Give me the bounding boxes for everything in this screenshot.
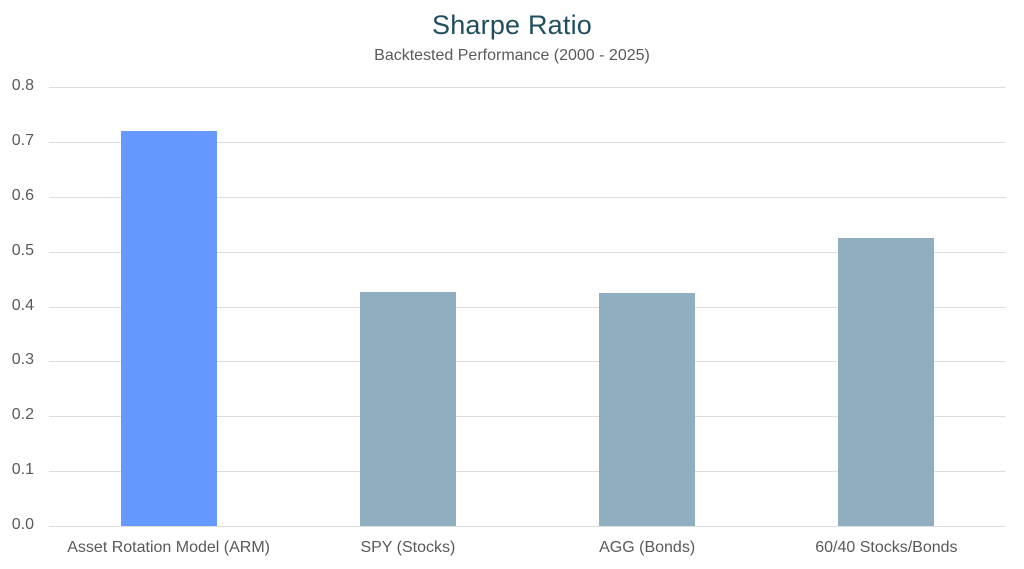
x-tick-label: SPY (Stocks) [360, 539, 456, 556]
y-tick-label: 0.7 [11, 131, 34, 149]
chart-title: Sharpe Ratio [432, 10, 592, 40]
gridline [49, 526, 1006, 527]
x-tick-label: AGG (Bonds) [599, 539, 696, 556]
y-tick-label: 0.8 [11, 77, 34, 94]
bar-3 [838, 238, 935, 526]
x-tick-label: 60/40 Stocks/Bonds [815, 539, 958, 556]
bar-0 [120, 130, 217, 526]
gridline [49, 471, 1006, 473]
bar-2 [599, 293, 696, 526]
y-tick-label: 0.2 [11, 406, 34, 424]
plot-area [49, 87, 1006, 527]
y-tick-label: 0.1 [11, 461, 34, 479]
chart-subtitle: Backtested Performance (2000 - 2025) [374, 47, 650, 64]
gridline [49, 196, 1006, 198]
gridline [49, 87, 1006, 88]
gridline [49, 141, 1006, 143]
gridline [49, 251, 1006, 253]
y-tick-label: 0.4 [11, 296, 34, 314]
y-tick-label: 0.3 [11, 351, 34, 369]
bar-1 [359, 292, 456, 526]
gridline [49, 416, 1006, 418]
y-tick-label: 0.0 [11, 516, 34, 533]
gridline [49, 361, 1006, 363]
x-tick-label: Asset Rotation Model (ARM) [67, 539, 270, 556]
y-tick-label: 0.6 [11, 186, 34, 204]
y-tick-label: 0.5 [11, 241, 34, 259]
gridline [49, 306, 1006, 308]
